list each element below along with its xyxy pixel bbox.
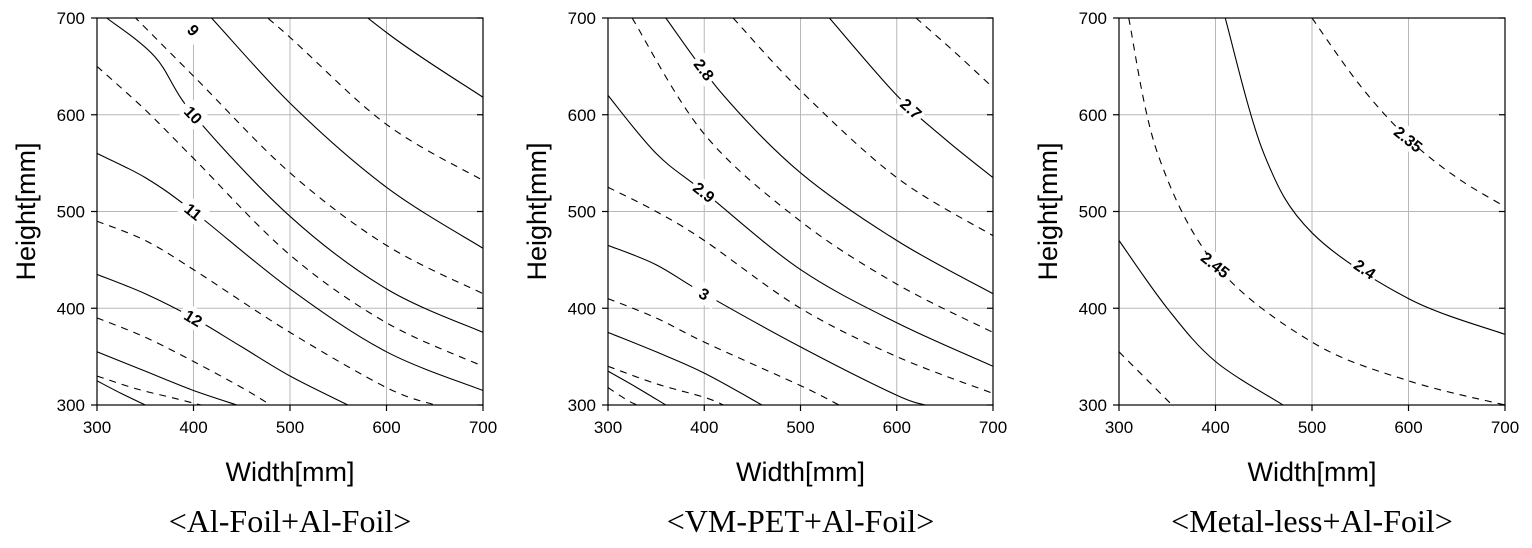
x-tick-label: 600 [372,418,400,437]
y-axis-label: Height[mm] [522,142,552,280]
x-tick-label: 500 [276,418,304,437]
contour-label: 12 [181,307,205,331]
contour-line-3-1 [608,331,763,405]
contour-line-3-15 [608,365,724,405]
contour-label-bg [1198,248,1233,282]
contour-line-14 [97,380,146,405]
contour-group [97,18,483,405]
x-tick-label: 300 [83,418,111,437]
contour-line-12-5 [97,317,271,405]
y-tick-label: 500 [1079,203,1107,222]
y-tick-label: 700 [568,9,596,28]
x-axis-label: Width[mm] [225,457,354,487]
contour-line-12 [97,273,349,405]
x-tick-label: 400 [179,418,207,437]
chart-caption: <Metal-less+Al-Foil> [1171,503,1453,539]
x-tick-label: 700 [979,418,1007,437]
contour-line-8-75 [266,18,483,181]
contour-line-3-2 [608,370,667,405]
contour-label-bg [687,175,722,209]
y-tick-label: 300 [1079,396,1107,415]
contour-line-3-05 [608,298,840,405]
x-tick-label: 700 [1491,418,1519,437]
contour-line-9-5 [134,18,483,295]
y-tick-label: 400 [568,299,596,318]
contour-label-bg [1347,252,1383,286]
y-axis-label: Height[mm] [1033,142,1063,280]
x-axis-label: Width[mm] [1247,457,1376,487]
contour-label-bg [176,302,211,334]
contour-line-2-4 [1224,18,1505,335]
contour-line-10 [106,18,483,333]
x-tick-label: 300 [1105,418,1133,437]
contour-line-2-85 [631,18,993,333]
x-axis-label: Width[mm] [736,457,865,487]
x-tick-label: 300 [594,418,622,437]
contour-line-11 [97,152,483,392]
contour-label-bg [687,278,722,310]
contour-line-2-95 [608,186,993,394]
chart-caption: <VM-PET+Al-Foil> [667,503,934,539]
contour-line-2-55 [1119,351,1173,405]
y-tick-label: 500 [568,203,596,222]
contour-label-bg [1391,122,1426,156]
contour-label: 11 [181,201,205,225]
contour-line-2-8 [665,18,993,295]
contour-line-2-9 [608,95,993,367]
contour-line-8-5 [366,18,483,98]
y-tick-label: 400 [57,299,85,318]
contour-group [1119,18,1505,405]
y-tick-label: 400 [1079,299,1107,318]
x-tick-label: 500 [786,418,814,437]
y-tick-label: 300 [57,396,85,415]
contour-line-13 [97,351,238,405]
contour-label-bg [176,12,211,48]
contour-label: 2.45 [1197,250,1232,283]
contour-line-2-65 [915,18,993,89]
contour-label-bg [894,91,929,126]
x-tick-label: 600 [883,418,911,437]
contour-label-bg [176,194,211,229]
contour-label-bg [687,52,721,87]
y-tick-label: 700 [1079,9,1107,28]
contour-line-9 [210,18,483,249]
contour-line-11-5 [97,220,435,405]
y-tick-label: 500 [57,203,85,222]
x-tick-label: 700 [469,418,497,437]
chart-caption: <Al-Foil+Al-Foil> [169,503,412,539]
contour-line-3-25 [608,387,638,405]
contour-label: 2.35 [1390,124,1425,157]
contour-line-10-5 [97,65,483,367]
contour-label-bg [176,97,211,132]
y-tick-label: 600 [57,106,85,125]
contour-line-3 [608,244,926,405]
x-tick-label: 600 [1394,418,1422,437]
y-tick-label: 600 [1079,106,1107,125]
contour-line-2-5 [1119,240,1284,405]
y-tick-label: 700 [57,9,85,28]
y-tick-label: 300 [568,396,596,415]
x-tick-label: 400 [690,418,718,437]
y-axis-label: Height[mm] [11,142,41,280]
x-tick-label: 500 [1298,418,1326,437]
contour-line-2-75 [732,18,993,237]
x-tick-label: 400 [1201,418,1229,437]
contour-line-13-5 [97,375,202,405]
y-tick-label: 600 [568,106,596,125]
